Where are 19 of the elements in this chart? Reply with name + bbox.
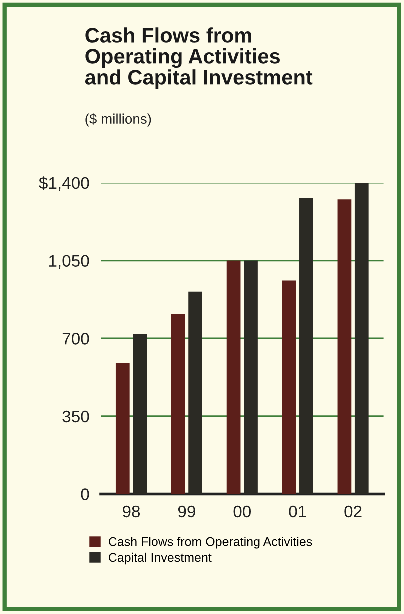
bar — [282, 280, 296, 494]
legend-label: Cash Flows from Operating Activities — [109, 537, 312, 549]
y-tick-label: 1,050 — [49, 255, 90, 269]
bar — [171, 314, 186, 494]
y-tick-label: 700 — [62, 333, 90, 345]
x-tick-label: 00 — [234, 506, 252, 518]
x-tick-label: 02 — [344, 506, 362, 518]
bar — [226, 260, 241, 494]
x-tick-label: 99 — [178, 506, 196, 518]
x-tick-label: 98 — [123, 506, 140, 518]
bar — [338, 200, 352, 494]
chart-subtitle: ($ millions) — [86, 114, 152, 127]
bar — [116, 363, 130, 494]
chart-title: Cash Flows from Operating Activities and Capital Investment — [85, 28, 313, 89]
y-tick-label: 350 — [62, 410, 90, 423]
y-tick-label: 0 — [81, 488, 90, 500]
legend-label: Capital Investment — [109, 552, 212, 565]
x-tick-label: 01 — [289, 506, 306, 518]
y-tick-label: $1,400 — [39, 176, 90, 192]
